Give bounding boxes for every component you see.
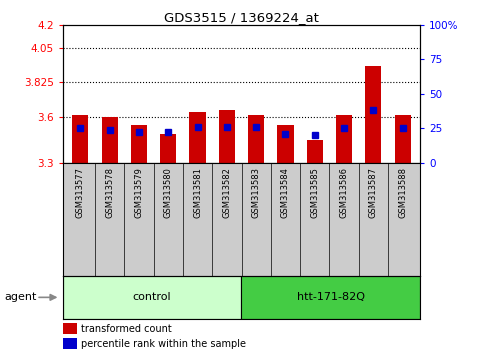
Bar: [242, 276, 420, 319]
Bar: [131, 125, 147, 163]
Text: GSM313588: GSM313588: [398, 167, 407, 218]
Bar: [307, 140, 323, 163]
Text: control: control: [133, 292, 171, 302]
Bar: [189, 112, 206, 163]
Text: GSM313580: GSM313580: [164, 167, 173, 218]
Bar: [219, 110, 235, 163]
Text: GSM313584: GSM313584: [281, 167, 290, 218]
Text: GSM313587: GSM313587: [369, 167, 378, 218]
Text: GSM313586: GSM313586: [340, 167, 349, 218]
Text: GSM313579: GSM313579: [134, 167, 143, 218]
Bar: [63, 324, 77, 334]
Text: GSM313582: GSM313582: [222, 167, 231, 218]
Text: GSM313577: GSM313577: [76, 167, 85, 218]
Bar: [248, 115, 264, 163]
Text: GSM313578: GSM313578: [105, 167, 114, 218]
Text: transformed count: transformed count: [81, 324, 171, 334]
Text: percentile rank within the sample: percentile rank within the sample: [81, 339, 246, 349]
Bar: [63, 338, 77, 349]
Text: GSM313581: GSM313581: [193, 167, 202, 218]
Bar: [395, 115, 411, 163]
Bar: [63, 276, 242, 319]
Text: GSM313583: GSM313583: [252, 167, 261, 218]
Bar: [277, 125, 294, 163]
Text: htt-171-82Q: htt-171-82Q: [297, 292, 365, 302]
Bar: [365, 66, 382, 163]
Bar: [160, 134, 176, 163]
Bar: [336, 115, 352, 163]
Bar: [72, 115, 88, 163]
Text: agent: agent: [5, 292, 37, 302]
Text: GSM313585: GSM313585: [310, 167, 319, 218]
Bar: [101, 117, 118, 163]
Title: GDS3515 / 1369224_at: GDS3515 / 1369224_at: [164, 11, 319, 24]
